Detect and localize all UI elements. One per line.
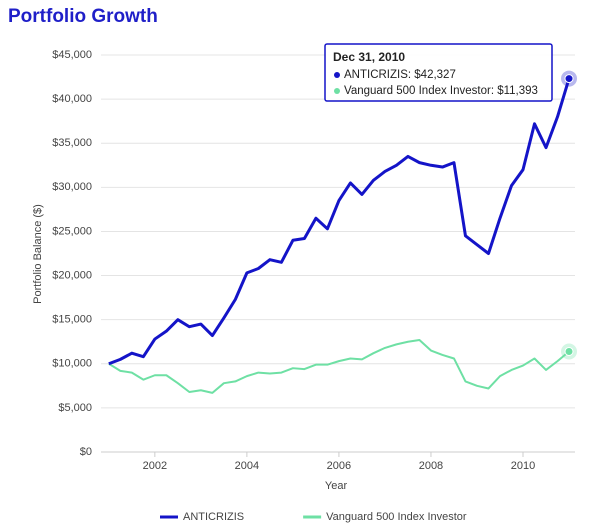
tooltip-entry: Vanguard 500 Index Investor: $11,393 <box>344 85 538 97</box>
y-tick-label: $10,000 <box>52 358 92 370</box>
series-line <box>108 78 571 366</box>
y-tick-label: $0 <box>80 446 92 458</box>
hover-point <box>564 346 574 356</box>
y-tick-label: $45,000 <box>52 49 92 61</box>
y-tick-label: $30,000 <box>52 181 92 193</box>
chart-title: Portfolio Growth <box>8 6 158 27</box>
tooltip-box <box>324 43 553 102</box>
tooltip-marker <box>334 72 340 78</box>
y-tick-label: $15,000 <box>52 314 92 326</box>
series-line <box>108 338 570 394</box>
x-tick-label: 2008 <box>419 460 443 472</box>
hover-point <box>564 74 574 84</box>
y-tick-label: $25,000 <box>52 225 92 237</box>
y-tick-label: $20,000 <box>52 269 92 281</box>
y-tick-label: $35,000 <box>52 137 92 149</box>
tooltip: Dec 31, 2010 ANTICRIZIS: $42,327 Vanguard … <box>324 43 553 102</box>
x-tick-label: 2006 <box>327 460 351 472</box>
tooltip-title: Dec 31, 2010 <box>333 50 405 64</box>
y-tick-label: $40,000 <box>52 93 92 105</box>
x-tick-label: 2004 <box>235 460 259 472</box>
x-tick-label: 2002 <box>143 460 167 472</box>
x-axis-label: Year <box>325 480 348 492</box>
legend-label: Vanguard 500 Index Investor <box>326 511 467 523</box>
y-tick-label: $5,000 <box>58 402 92 414</box>
y-axis-label: Portfolio Balance ($) <box>32 204 44 304</box>
legend-label: ANTICRIZIS <box>183 511 244 523</box>
tooltip-entry: ANTICRIZIS: $42,327 <box>344 69 456 81</box>
x-tick-label: 2010 <box>511 460 535 472</box>
tooltip-marker <box>334 88 340 94</box>
